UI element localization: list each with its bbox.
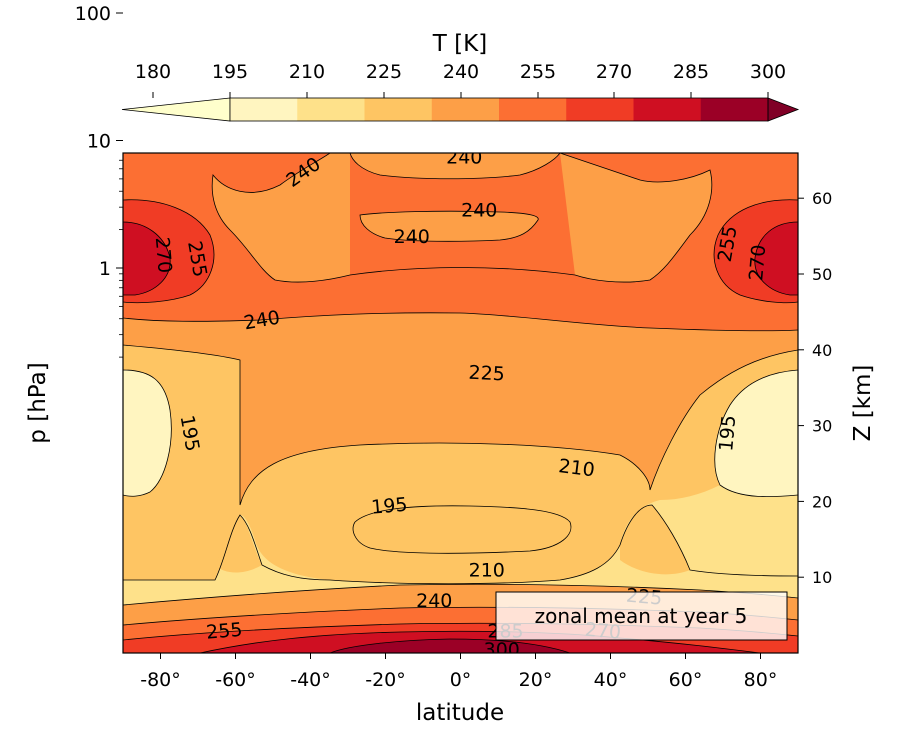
colorbar-tick-label: 210 (289, 61, 325, 83)
band-180-195-left (123, 370, 172, 497)
colorbar-tick-label: 255 (520, 61, 556, 83)
y-right-tick-label: 40 (812, 341, 832, 360)
colorbar-swatch (499, 98, 567, 121)
colorbar-tick-label: 270 (596, 61, 632, 83)
contour-label: 195 (370, 494, 408, 519)
x-tick-label: -40° (290, 669, 331, 691)
contour-label: 300 (484, 639, 520, 661)
contour-label: 240 (461, 200, 497, 222)
colorbar-swatch (364, 98, 433, 121)
band-210-225 (123, 345, 798, 584)
colorbar-swatch (566, 98, 634, 121)
x-tick-label: 40° (594, 669, 628, 691)
band-270-285-left (123, 222, 171, 295)
colorbar-swatch (700, 98, 769, 121)
colorbar-extend-over (767, 97, 800, 122)
contour-label: 255 (205, 619, 243, 644)
y-left-axis-label: p [hPa] (25, 362, 51, 443)
contour-label: 210 (557, 455, 596, 481)
contour-label: 240 (446, 147, 482, 169)
colorbar-swatch (297, 98, 365, 121)
y-right-tick-label: 10 (812, 568, 832, 587)
x-tick-label: -80° (140, 669, 181, 691)
band-210-225-right-lower (620, 505, 690, 575)
contour-label: 270 (745, 244, 770, 282)
colorbar-extend-under (121, 97, 231, 122)
colorbar-swatches (121, 97, 800, 122)
band-225-240-upper-right (560, 153, 798, 283)
x-tick-label: 80° (744, 669, 778, 691)
x-tick-label: 60° (669, 669, 703, 691)
colorbar-swatch (230, 98, 298, 121)
y-left-tick-label: 100 (75, 3, 111, 25)
colorbar-swatch (633, 98, 702, 121)
colorbar-tick-label: 285 (673, 61, 709, 83)
x-tick-label: 20° (519, 669, 553, 691)
colorbar-outline (229, 97, 769, 122)
contour-label: 225 (468, 362, 505, 386)
band-180-195-right (714, 370, 798, 497)
colorbar-label: T [K] (432, 31, 487, 57)
colorbar-tick-labels: 180 195 210 225 240 255 270 285 300 (135, 61, 786, 98)
colorbar-tick-label: 240 (443, 61, 479, 83)
colorbar-tick-label: 180 (135, 61, 171, 83)
y-right-tick-label: 30 (812, 417, 832, 436)
band-270-285-right (754, 222, 798, 295)
y-right-tick-label: 60 (812, 189, 832, 208)
y-left-tick-label: 1 (99, 258, 111, 280)
contour-label: 240 (416, 590, 452, 612)
band-225-240-top-center (350, 153, 560, 179)
y-left-axis-ticks: 1 10 100 (75, 3, 123, 358)
y-right-axis-ticks: 10 20 30 40 50 60 (798, 189, 832, 587)
y-left-tick-label: 10 (87, 131, 111, 153)
colorbar-swatch (431, 98, 500, 121)
x-tick-label: -20° (365, 669, 406, 691)
band-225-240-mid-center (360, 211, 539, 242)
x-axis-label: latitude (416, 700, 504, 726)
contour-label: 195 (715, 414, 740, 452)
colorbar-tick-label: 300 (750, 61, 786, 83)
band-210-225-left-lower (215, 515, 262, 573)
x-axis-ticks: -80° -60° -40° -20° 0° 20° 40° 60° 80° (140, 653, 777, 691)
annotation-text: zonal mean at year 5 (535, 604, 748, 628)
y-right-tick-label: 50 (812, 265, 832, 284)
y-right-tick-label: 20 (812, 492, 832, 511)
contour-label: 240 (394, 226, 430, 248)
contour-label: 210 (469, 560, 505, 582)
colorbar: T [K] 180 195 210 225 240 255 270 285 300 (121, 31, 800, 122)
x-tick-label: -60° (215, 669, 256, 691)
colorbar-tick-label: 195 (212, 61, 248, 83)
x-tick-label: 0° (450, 669, 472, 691)
contour-label: 270 (151, 236, 176, 274)
band-225-240-upper-left (123, 153, 350, 283)
y-right-axis-label: Z [km] (850, 365, 876, 442)
contour-lines (123, 153, 798, 653)
annotation-box: zonal mean at year 5 (495, 591, 788, 641)
colorbar-tick-label: 225 (366, 61, 402, 83)
